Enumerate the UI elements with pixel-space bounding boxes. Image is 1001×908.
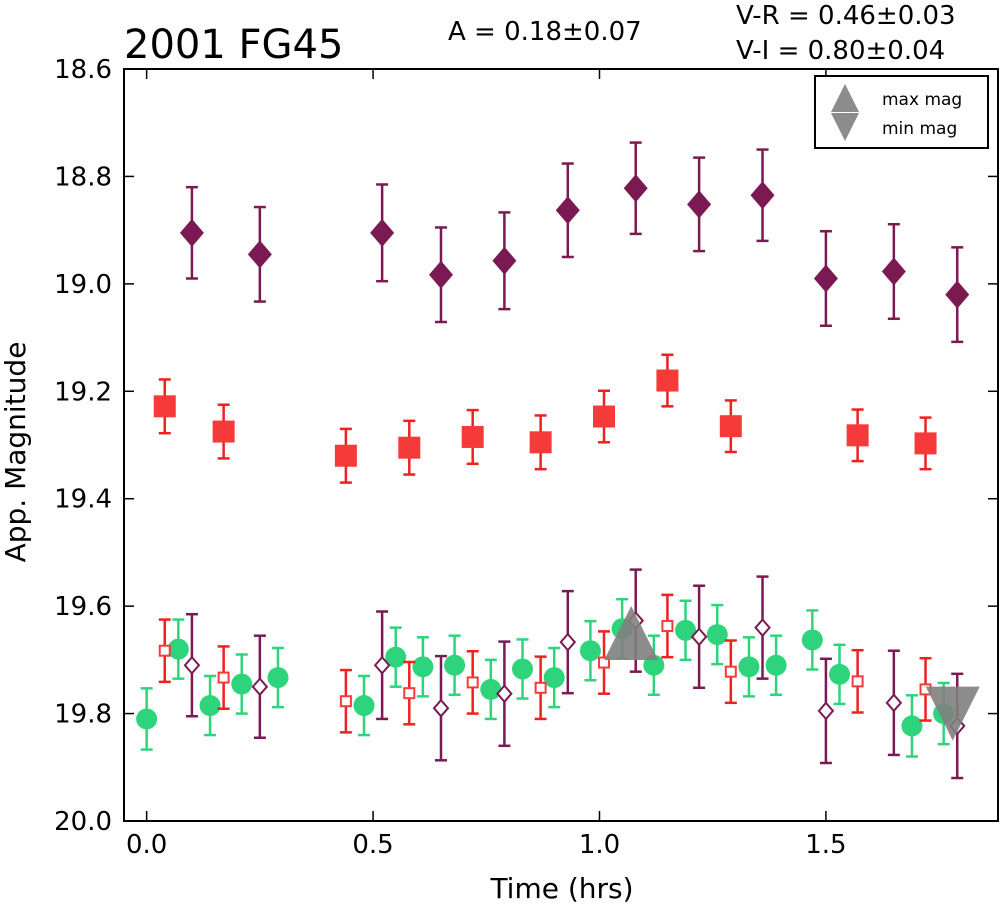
- data-point: [529, 431, 552, 454]
- vr-color-annotation: V-R = 0.46±0.03: [736, 1, 956, 31]
- x-axis-label: Time (hrs): [489, 872, 633, 904]
- data-point: [690, 627, 708, 647]
- x-tick-label: 0.5: [352, 830, 393, 860]
- y-tick-label: 18.8: [54, 162, 112, 192]
- data-point: [512, 658, 534, 680]
- data-point: [492, 246, 517, 275]
- data-point: [212, 420, 235, 443]
- data-point: [765, 654, 787, 676]
- data-point: [623, 174, 648, 203]
- data-point: [543, 667, 565, 689]
- data-point: [370, 218, 395, 247]
- data-point: [687, 190, 712, 219]
- data-point: [385, 646, 407, 668]
- x-tick-label: 0.0: [126, 830, 167, 860]
- data-point: [398, 436, 421, 459]
- data-point: [373, 655, 391, 675]
- data-point: [480, 678, 502, 700]
- data-point: [706, 624, 728, 646]
- data-point: [559, 632, 577, 652]
- series-3: [158, 593, 932, 734]
- data-point: [738, 656, 760, 678]
- series-6: [925, 686, 980, 741]
- legend-min-mag-marker: [831, 113, 859, 141]
- data-point: [555, 196, 580, 225]
- data-point: [496, 684, 513, 704]
- data-point: [754, 618, 771, 638]
- y-tick-label: 20.0: [54, 807, 112, 837]
- chart-axes: 0.0 0.5 1.0 1.5 18.6 18.8 19.0 19.2 19.4 19.6 19.8…: [54, 55, 999, 860]
- data-point: [339, 695, 352, 708]
- y-tick-label: 19.0: [54, 270, 112, 300]
- data-point: [428, 260, 453, 289]
- chart-marks: [136, 141, 980, 780]
- series-1: [153, 353, 937, 484]
- legend-max-mag-marker: [831, 84, 859, 112]
- plot-frame: [123, 68, 999, 822]
- series-0: [179, 141, 970, 344]
- data-point: [353, 695, 375, 717]
- data-point: [466, 676, 479, 689]
- data-point: [251, 677, 269, 697]
- legend-label: max mag: [882, 90, 962, 110]
- data-point: [136, 708, 158, 730]
- data-point: [334, 444, 357, 467]
- chart-title: 2001 FG45: [124, 22, 343, 68]
- data-point: [901, 715, 923, 737]
- x-tick-label: 1.0: [579, 830, 620, 860]
- data-point: [817, 701, 835, 721]
- data-point: [829, 663, 851, 685]
- data-point: [881, 257, 906, 286]
- data-point: [183, 655, 201, 675]
- data-point: [801, 629, 823, 651]
- data-point: [914, 432, 937, 455]
- vi-color-annotation: V-I = 0.80±0.04: [736, 36, 945, 66]
- data-point: [179, 218, 204, 247]
- data-point: [534, 681, 547, 694]
- data-point: [675, 619, 697, 641]
- data-point: [247, 240, 272, 269]
- legend-label: min mag: [882, 119, 957, 139]
- data-point: [750, 181, 775, 210]
- y-tick-label: 18.6: [54, 55, 112, 85]
- data-point: [267, 667, 289, 689]
- min-mag-marker: [925, 686, 980, 741]
- data-point: [661, 620, 674, 633]
- data-point: [656, 369, 679, 392]
- series-5: [604, 606, 659, 660]
- amplitude-annotation: A = 0.18±0.07: [448, 17, 642, 47]
- data-point: [593, 405, 616, 428]
- data-point: [724, 665, 737, 678]
- data-point: [945, 280, 970, 309]
- data-point: [167, 638, 189, 660]
- data-point: [432, 698, 450, 718]
- data-point: [199, 695, 221, 717]
- data-point: [579, 640, 601, 662]
- y-axis-label: App. Magnitude: [0, 342, 32, 563]
- y-tick-label: 19.8: [54, 700, 112, 730]
- y-tick-label: 19.4: [54, 485, 112, 515]
- max-mag-marker: [604, 606, 659, 660]
- y-tick-label: 19.6: [54, 592, 112, 622]
- data-point: [719, 415, 742, 438]
- legend: max mag min mag: [814, 75, 989, 149]
- data-point: [153, 395, 176, 418]
- data-point: [846, 424, 869, 447]
- data-point: [403, 687, 416, 700]
- y-tick-label: 19.2: [54, 377, 112, 407]
- x-tick-label: 1.5: [805, 830, 846, 860]
- data-point: [885, 693, 903, 713]
- data-point: [851, 675, 864, 688]
- data-point: [217, 671, 230, 684]
- data-point: [412, 656, 434, 678]
- data-point: [813, 264, 838, 293]
- data-point: [158, 644, 171, 657]
- data-point: [231, 673, 253, 695]
- data-point: [461, 425, 484, 448]
- data-point: [598, 656, 611, 669]
- data-point: [444, 654, 466, 676]
